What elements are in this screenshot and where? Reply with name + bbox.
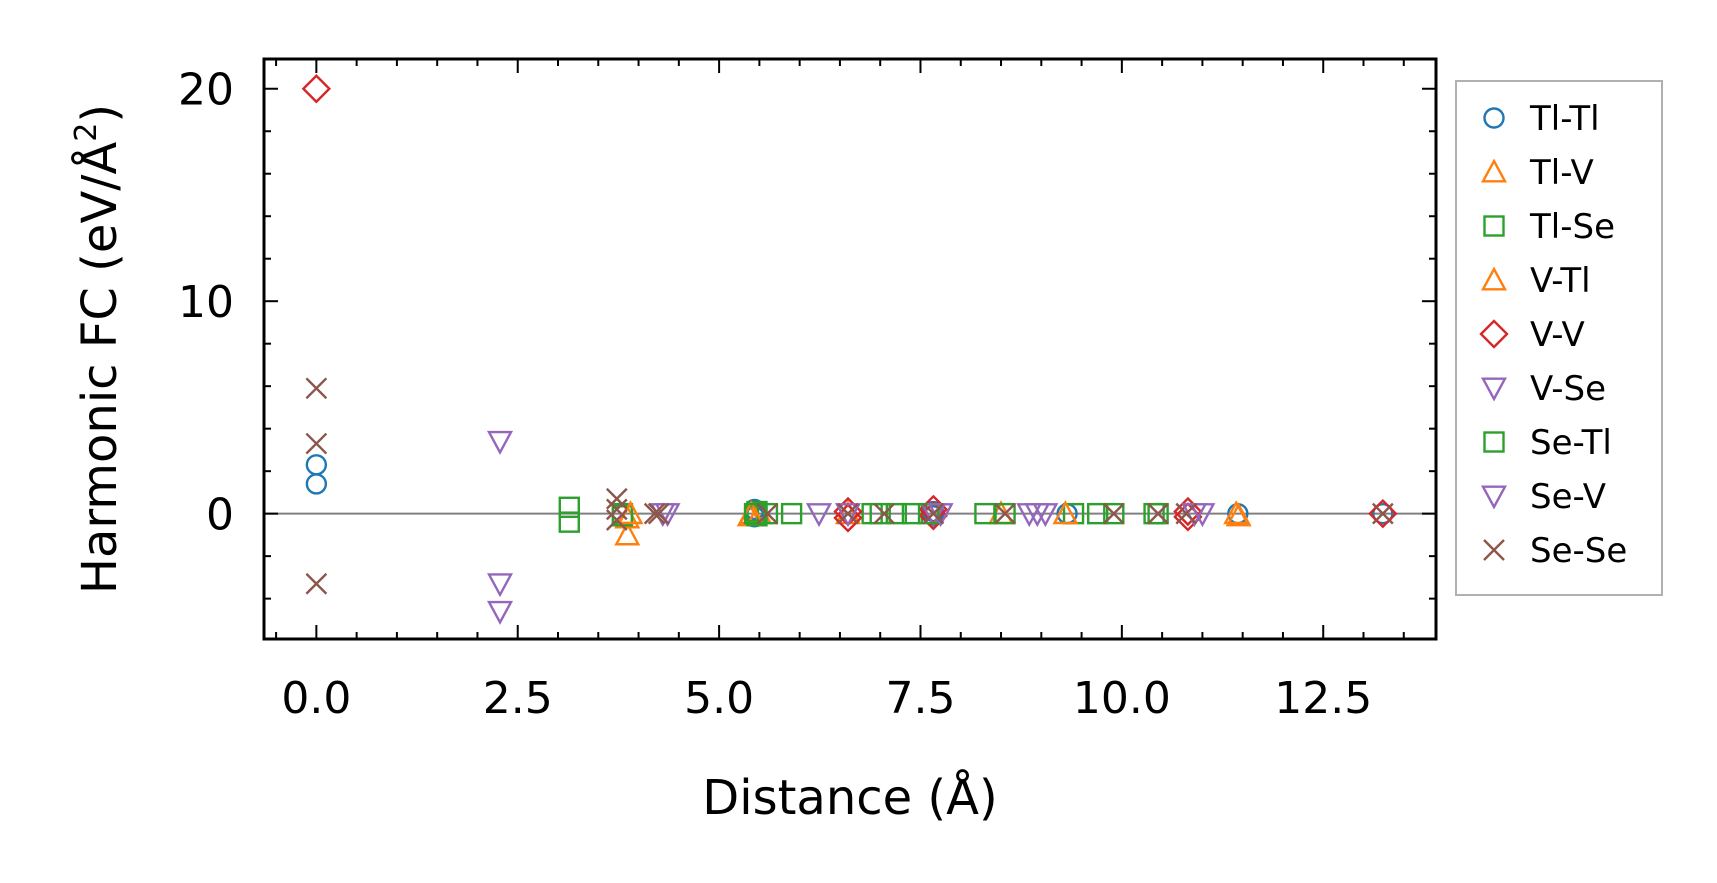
data-point	[1368, 498, 1398, 529]
data-point	[780, 502, 803, 525]
data-point	[918, 501, 949, 531]
data-point	[1147, 502, 1169, 525]
data-point	[1371, 502, 1394, 525]
data-point	[605, 487, 628, 510]
legend-label: Se-Tl	[1530, 423, 1612, 463]
legend-item-se-v: Se-V	[1480, 477, 1606, 517]
data-point	[301, 74, 332, 104]
data-point	[486, 430, 514, 455]
data-point	[994, 502, 1016, 525]
legend-label: Se-Se	[1530, 531, 1627, 571]
data-point	[922, 502, 945, 525]
y-axis-title-close: )	[72, 104, 128, 123]
data-point	[837, 502, 859, 525]
series-se-tl	[743, 502, 1169, 525]
legend-label: V-V	[1530, 315, 1585, 355]
y-tick-label: 0	[206, 490, 234, 541]
x-tick-label: 0.0	[281, 673, 351, 724]
data-point	[1372, 502, 1394, 525]
legend-marker	[1480, 377, 1508, 402]
legend-item-tl-v: Tl-V	[1480, 153, 1594, 193]
data-point	[743, 502, 766, 525]
legend-item-se-tl: Se-Tl	[1483, 423, 1612, 463]
legend-item-v-tl: V-Tl	[1480, 261, 1591, 301]
legend-marker	[1483, 539, 1505, 561]
data-point	[1086, 502, 1109, 525]
y-axis-title-main: Harmonic FC (eV/Å	[71, 142, 128, 595]
data-point	[305, 454, 328, 476]
data-point	[1102, 502, 1125, 525]
legend-label: Tl-Tl	[1529, 99, 1600, 139]
data-point	[1103, 502, 1125, 525]
legend-marker	[1483, 215, 1505, 237]
data-point	[305, 432, 328, 455]
x-tick-label: 10.0	[1073, 673, 1171, 724]
data-point	[756, 502, 779, 525]
data-point	[486, 600, 514, 625]
y-axis-title-superscript: 2	[69, 123, 104, 142]
x-axis-title: Distance (Å)	[702, 769, 997, 826]
data-point	[885, 502, 908, 525]
data-point	[1175, 502, 1198, 525]
data-point	[486, 573, 514, 598]
legend-label: V-Se	[1530, 369, 1606, 409]
data-point	[643, 502, 666, 525]
y-axis-title: Harmonic FC (eV/Å2)	[69, 104, 128, 594]
legend-item-v-v: V-V	[1479, 315, 1585, 355]
data-point	[1147, 502, 1169, 525]
legend-item-tl-se: Tl-Se	[1483, 207, 1615, 247]
legend-label: Tl-V	[1529, 153, 1594, 193]
data-point	[994, 502, 1016, 525]
data-point	[558, 496, 580, 518]
legend-marker	[1483, 107, 1505, 129]
data-point	[614, 521, 641, 546]
data-point	[1189, 503, 1216, 528]
data-point	[1016, 503, 1043, 528]
legend-item-v-se: V-Se	[1480, 369, 1606, 409]
data-point	[834, 503, 861, 528]
x-tick-label: 5.0	[684, 673, 754, 724]
y-tick-label: 10	[178, 277, 234, 328]
data-point	[605, 498, 628, 521]
legend-item-tl-tl: Tl-Tl	[1483, 99, 1600, 139]
legend-label: Tl-Se	[1529, 207, 1615, 247]
legend: Tl-Tl Tl-V Tl-Se V-Tl V-V V-Se Se-Tl Se-V Se-Se	[1455, 80, 1663, 596]
data-point	[833, 503, 863, 533]
x-tick-label: 2.5	[483, 673, 553, 724]
legend-label: V-Tl	[1530, 261, 1591, 301]
data-point	[869, 502, 891, 525]
legend-label: Se-V	[1530, 477, 1606, 517]
x-tick-label: 12.5	[1274, 673, 1372, 724]
data-point	[647, 502, 670, 525]
data-point	[1223, 500, 1250, 525]
legend-marker	[1480, 158, 1508, 183]
data-point	[558, 511, 580, 533]
series-se-se	[305, 377, 1394, 595]
legend-item-se-se: Se-Se	[1483, 531, 1627, 571]
legend-marker	[1480, 266, 1508, 291]
data-point	[305, 572, 328, 595]
data-point	[805, 503, 833, 528]
y-tick-label: 20	[178, 65, 234, 116]
data-point	[305, 377, 328, 400]
legend-marker	[1480, 485, 1508, 510]
legend-marker	[1479, 319, 1509, 349]
data-point	[605, 509, 628, 531]
data-point	[1032, 503, 1059, 528]
x-tick-label: 7.5	[885, 673, 955, 724]
data-point	[873, 502, 896, 525]
plot-frame	[262, 57, 1438, 641]
data-point	[1052, 500, 1079, 525]
legend-marker	[1483, 431, 1505, 453]
